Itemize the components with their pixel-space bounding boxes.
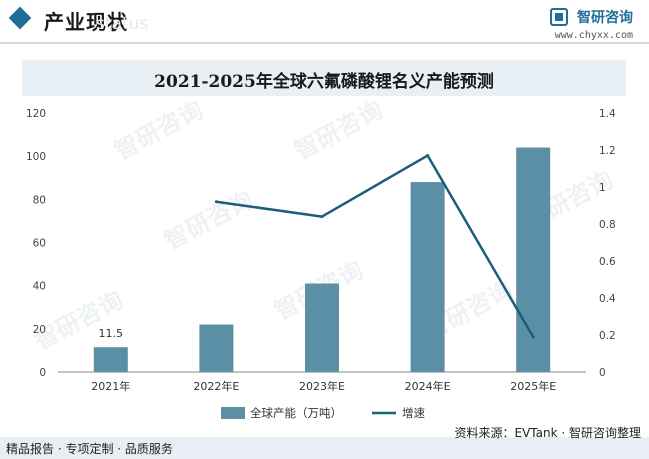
bar-series [93,147,551,372]
y-right-tick-label: 0.6 [599,256,616,268]
y-right-tick-label: 0.4 [599,293,616,305]
x-tick-label: 2021年 [91,379,130,393]
chart-title-band: 2021-2025年全球六氟磷酸锂名义产能预测 [22,60,626,96]
y-right-tick-label: 1.4 [599,108,616,120]
watermark-text: 智研咨询 [160,186,258,256]
header-divider [0,42,649,44]
y-right-tick-label: 0.8 [599,219,616,231]
combo-chart: 智研咨询智研咨询智研咨询智研咨询智研咨询智研咨询智研咨询 02040608010… [26,100,618,420]
y-left-tick-label: 0 [39,367,46,379]
x-axis-labels: 2021年 2022年E 2023年E 2024年E 2025年E [91,379,556,393]
bar [93,347,128,372]
watermark-text: 智研咨询 [30,286,128,356]
x-tick-label: 2023年E [299,379,345,393]
source-note: 资料来源：EVTank · 智研咨询整理 [454,426,642,440]
brand-url: www.chyxx.com [554,29,633,41]
footer: 精品报告 · 专项定制 · 品质服务 [0,437,649,459]
bar [199,324,234,372]
y-right-tick-label: 1 [599,182,606,194]
growth-line [216,154,535,338]
chart-title: 2021-2025年全球六氟磷酸锂名义产能预测 [154,72,494,92]
y-left-tick-label: 80 [33,194,46,206]
y-left-tick-label: 40 [33,281,46,293]
line-point [320,215,324,219]
x-tick-label: 2024年E [405,379,451,393]
diamond-icon [8,6,32,30]
data-labels: 11.5 [99,327,124,340]
legend-label-line: 增速 [402,406,425,420]
watermark-text: status [96,14,149,34]
x-tick-label: 2025年E [510,379,556,393]
y-right-tick-label: 1.2 [599,145,616,157]
legend-label-bar: 全球产能（万吨） [250,406,342,420]
header: 产业现状 status 智研咨询 www.chyxx.com [0,0,649,42]
left-axis: 0 20 40 60 80 100 120 [26,108,46,379]
brand: 智研咨询 www.chyxx.com [549,6,633,41]
line-point [531,335,535,339]
right-axis: 0 0.2 0.4 0.6 0.8 1 1.2 1.4 [599,108,616,379]
brand-name: 智研咨询 [577,9,633,26]
x-tick-label: 2022年E [193,379,239,393]
y-left-tick-label: 100 [26,151,46,163]
data-label: 11.5 [99,327,124,340]
brand-logo-icon [549,7,568,26]
watermark-text: 智研咨询 [290,100,388,165]
footer-tagline: 精品报告 · 专项定制 · 品质服务 [6,442,173,456]
section-title: 产业现状 [44,10,128,34]
y-right-tick-label: 0 [599,367,606,379]
y-left-tick-label: 120 [26,108,46,120]
line-point [426,154,430,158]
y-left-tick-label: 60 [33,238,46,250]
legend-swatch-bar [221,407,245,419]
y-left-tick-label: 20 [33,324,46,336]
y-right-tick-label: 0.2 [599,330,616,342]
legend: 全球产能（万吨） 增速 [221,406,425,420]
line-point [214,200,218,204]
watermark-text: 智研咨询 [110,100,208,165]
line-series [214,154,535,339]
bar [410,182,445,372]
bar [305,283,339,372]
